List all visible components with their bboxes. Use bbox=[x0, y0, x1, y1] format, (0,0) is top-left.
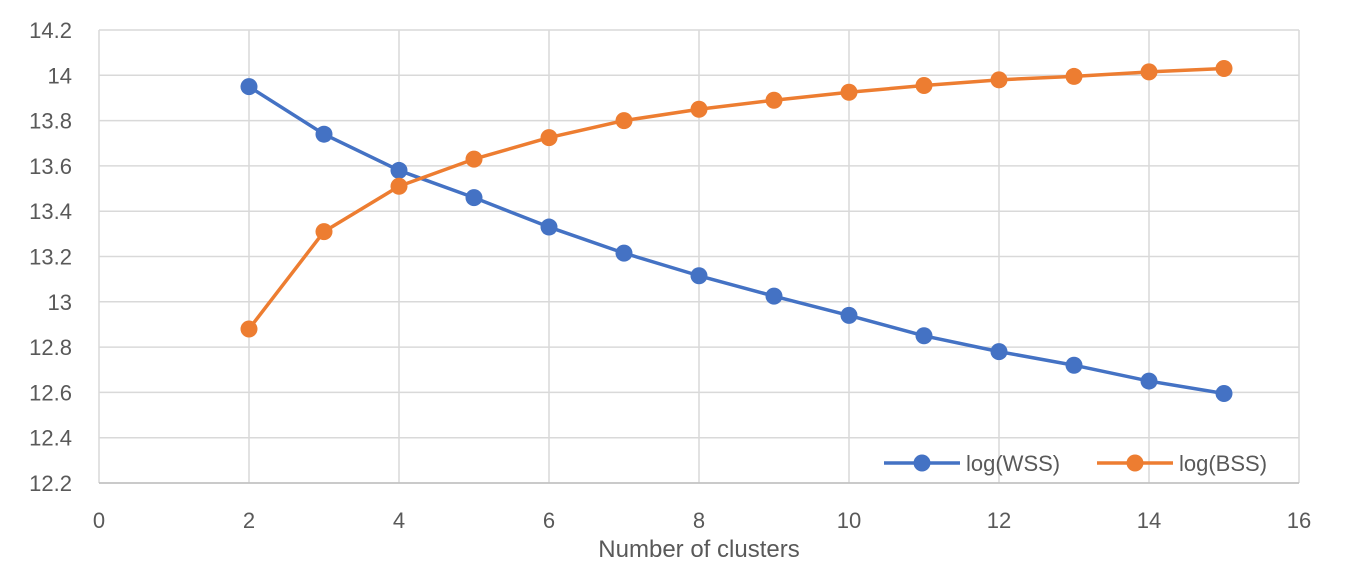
legend: log(WSS) log(BSS) bbox=[884, 451, 1267, 476]
data-point-log-bss bbox=[615, 112, 633, 130]
data-point-log-bss bbox=[1140, 63, 1158, 81]
data-point-log-wss bbox=[1215, 385, 1233, 403]
y-tick-label: 13.4 bbox=[29, 199, 72, 224]
data-point-log-bss bbox=[315, 223, 333, 241]
y-tick-label: 12.4 bbox=[29, 426, 72, 451]
y-tick-label: 13.2 bbox=[29, 245, 72, 270]
data-point-log-bss bbox=[840, 83, 858, 101]
data-point-log-wss bbox=[765, 287, 783, 305]
y-tick-label: 12.8 bbox=[29, 335, 72, 360]
legend-label-log-bss: log(BSS) bbox=[1179, 451, 1267, 476]
data-point-log-wss bbox=[1140, 372, 1158, 390]
data-point-log-wss bbox=[390, 161, 408, 179]
data-point-log-bss bbox=[1215, 60, 1233, 78]
x-tick-label: 2 bbox=[243, 508, 255, 533]
y-tick-label: 14 bbox=[48, 63, 72, 88]
data-point-log-wss bbox=[690, 267, 708, 285]
data-point-log-bss bbox=[1065, 67, 1083, 85]
x-tick-label: 8 bbox=[693, 508, 705, 533]
x-tick-label: 10 bbox=[837, 508, 861, 533]
y-tick-label: 12.2 bbox=[29, 471, 72, 496]
x-tick-label: 6 bbox=[543, 508, 555, 533]
y-tick-label: 12.6 bbox=[29, 380, 72, 405]
data-point-log-wss bbox=[840, 306, 858, 324]
series-layer bbox=[240, 60, 1233, 403]
x-axis-title: Number of clusters bbox=[598, 536, 799, 563]
axis-layer: 12.2 12.4 12.6 12.8 13 13.2 13.4 13.6 13.8 14 14.2… bbox=[29, 18, 1311, 533]
data-point-log-bss bbox=[915, 76, 933, 94]
data-point-log-bss bbox=[390, 177, 408, 195]
legend-label-log-wss: log(WSS) bbox=[966, 451, 1060, 476]
data-point-log-wss bbox=[990, 343, 1008, 361]
x-tick-label: 16 bbox=[1287, 508, 1311, 533]
x-tick-label: 14 bbox=[1137, 508, 1161, 533]
legend-swatch-marker-log-wss bbox=[913, 454, 931, 472]
data-point-log-wss bbox=[315, 125, 333, 143]
data-point-log-wss bbox=[915, 327, 933, 345]
y-tick-label: 14.2 bbox=[29, 18, 72, 43]
data-point-log-bss bbox=[765, 91, 783, 109]
series-line-log-bss bbox=[247, 66, 1226, 331]
data-point-log-wss bbox=[240, 78, 258, 96]
data-point-log-bss bbox=[240, 320, 258, 338]
series-line-log-wss bbox=[247, 84, 1226, 396]
y-tick-label: 13.8 bbox=[29, 109, 72, 134]
data-point-log-wss bbox=[540, 218, 558, 236]
x-tick-label: 0 bbox=[93, 508, 105, 533]
data-point-log-wss bbox=[1065, 356, 1083, 374]
y-tick-label: 13.6 bbox=[29, 154, 72, 179]
y-tick-label: 13 bbox=[48, 290, 72, 315]
data-point-log-wss bbox=[465, 189, 483, 207]
data-point-log-bss bbox=[465, 150, 483, 168]
x-tick-label: 4 bbox=[393, 508, 405, 533]
data-point-log-bss bbox=[990, 71, 1008, 89]
legend-swatch-marker-log-bss bbox=[1126, 454, 1144, 472]
data-point-log-bss bbox=[690, 100, 708, 118]
grid-layer bbox=[98, 29, 1300, 484]
data-point-log-bss bbox=[540, 129, 558, 147]
x-tick-label: 12 bbox=[987, 508, 1011, 533]
data-point-log-wss bbox=[615, 244, 633, 262]
